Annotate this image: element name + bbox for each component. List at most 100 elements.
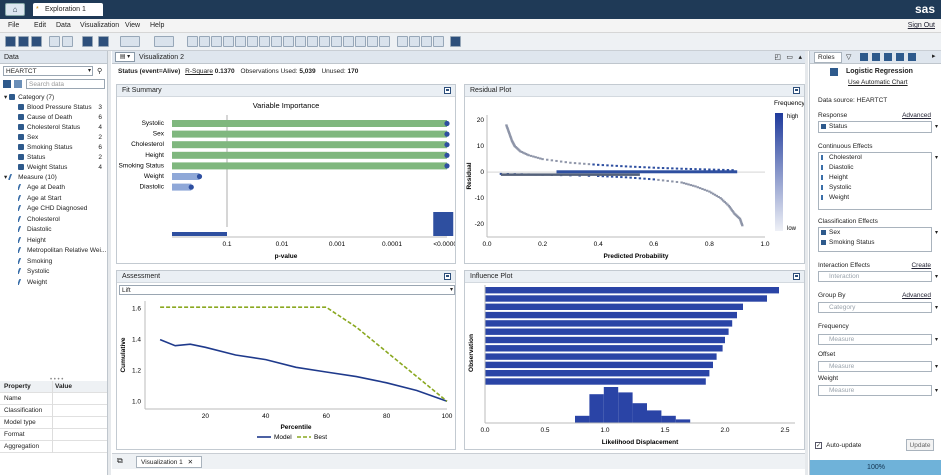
export-icon[interactable]	[154, 36, 174, 47]
classification-effects-box[interactable]: Sex Smoking Status	[818, 227, 932, 252]
classification-menu-icon[interactable]: ▾	[934, 230, 938, 236]
measure-item[interactable]: Cholesterol	[18, 215, 106, 225]
ranks-tab-icon[interactable]	[872, 53, 880, 61]
interaction-box[interactable]: Interaction	[818, 271, 932, 282]
group-by-menu-icon[interactable]: ▾	[934, 305, 938, 311]
update-button[interactable]: Update	[906, 439, 934, 451]
menu-data[interactable]: Data	[56, 22, 71, 29]
interaction-menu-icon[interactable]: ▾	[934, 274, 938, 280]
collapse-icon[interactable]: ▴	[798, 54, 802, 61]
undo-icon[interactable]	[49, 36, 60, 47]
sign-out-link[interactable]: Sign Out	[907, 22, 935, 29]
response-advanced-link[interactable]: Advanced	[902, 112, 931, 119]
classification-effect-item[interactable]: Smoking Status	[819, 238, 931, 248]
continuous-effect-item[interactable]: Height	[819, 173, 931, 183]
refresh-icon[interactable]	[14, 80, 22, 88]
decision-tree-icon[interactable]	[355, 36, 366, 47]
continuous-effect-item[interactable]: Cholesterol	[819, 153, 931, 163]
geo-map-icon[interactable]	[331, 36, 342, 47]
glm-icon[interactable]	[379, 36, 390, 47]
close-icon[interactable]: ✕	[187, 459, 194, 466]
measure-item[interactable]: Metropolitan Relative Wei...	[18, 246, 106, 256]
redo-icon[interactable]	[62, 36, 73, 47]
home-icon[interactable]: ⌂	[5, 3, 25, 16]
frequency-menu-icon[interactable]: ▾	[934, 337, 938, 343]
menu-help[interactable]: Help	[150, 22, 165, 29]
settings-icon[interactable]	[450, 36, 461, 47]
maximize-fit-summary-icon[interactable]	[444, 87, 451, 94]
measure-item[interactable]: Systolic	[18, 267, 106, 277]
maximize-icon[interactable]: ▭	[786, 54, 793, 61]
bar-chart-icon[interactable]	[211, 36, 222, 47]
word-cloud-icon[interactable]	[421, 36, 432, 47]
maximize-assessment-icon[interactable]	[444, 273, 451, 280]
collapse-right-icon[interactable]: ▸	[932, 53, 936, 60]
restore-icon[interactable]: ◰	[774, 54, 781, 61]
weight-box[interactable]: Measure	[818, 385, 932, 396]
open-icon[interactable]	[18, 36, 29, 47]
left-splitter[interactable]	[108, 51, 111, 475]
heat-map-icon[interactable]	[319, 36, 330, 47]
treemap-icon[interactable]	[343, 36, 354, 47]
measure-item[interactable]: Weight	[18, 278, 106, 288]
response-menu-icon[interactable]: ▾	[934, 124, 938, 130]
group-by-box[interactable]: Category	[818, 302, 932, 313]
filters-tab-icon[interactable]	[884, 53, 892, 61]
visualization-menu-icon[interactable]: ▤ ▾	[115, 52, 135, 62]
tabs-menu-icon[interactable]: ⧉	[117, 456, 123, 465]
scatter-icon[interactable]	[235, 36, 246, 47]
box-plot-icon[interactable]	[307, 36, 318, 47]
assessment-type-select[interactable]: Lift ▾	[119, 285, 455, 295]
frequency-box[interactable]: Measure	[818, 334, 932, 345]
category-item[interactable]: Sex 2	[18, 133, 106, 143]
data-source-select[interactable]: HEARTCT ▾	[3, 66, 93, 76]
continuous-effects-box[interactable]: Cholesterol Diastolic Height Systolic Weight	[818, 152, 932, 210]
category-item[interactable]: Smoking Status 6	[18, 143, 106, 153]
properties-tab-icon[interactable]: ▽	[846, 54, 852, 61]
crosstab-icon[interactable]	[199, 36, 210, 47]
measure-item[interactable]: Age at Start	[18, 194, 106, 204]
menu-file[interactable]: File	[8, 22, 20, 29]
custom-graph-icon[interactable]	[433, 36, 444, 47]
use-automatic-chart-link[interactable]: Use Automatic Chart	[848, 79, 908, 86]
group-by-advanced-link[interactable]: Advanced	[902, 292, 931, 299]
offset-box[interactable]: Measure	[818, 361, 932, 372]
menu-edit[interactable]: Edit	[34, 22, 47, 29]
category-item[interactable]: Cause of Death 6	[18, 113, 106, 123]
correlation-icon[interactable]	[283, 36, 294, 47]
continuous-effect-item[interactable]: Diastolic	[819, 163, 931, 173]
filter-icon[interactable]	[98, 36, 109, 47]
display-rules-tab-icon[interactable]	[908, 53, 916, 61]
regression-icon[interactable]	[367, 36, 378, 47]
tab-visualization-1[interactable]: Visualization 1 ✕	[136, 456, 202, 468]
continuous-effect-item[interactable]: Systolic	[819, 183, 931, 193]
forecast-icon[interactable]	[271, 36, 282, 47]
create-interaction-link[interactable]: Create	[911, 262, 931, 269]
data-menu-icon[interactable]: ⚲	[97, 68, 103, 75]
styles-tab-icon[interactable]	[860, 53, 868, 61]
maximize-influence-icon[interactable]	[793, 273, 800, 280]
category-item[interactable]: Weight Status 4	[18, 163, 106, 173]
auto-chart-icon[interactable]	[120, 36, 140, 47]
measure-item[interactable]: Smoking	[18, 257, 106, 267]
menu-view[interactable]: View	[125, 22, 141, 29]
comparison-icon[interactable]	[397, 36, 408, 47]
menu-visualization[interactable]: Visualization	[80, 22, 120, 29]
layout-icon[interactable]	[82, 36, 93, 47]
tab-roles[interactable]: Roles	[814, 52, 842, 63]
response-item[interactable]: Status	[819, 122, 931, 132]
histogram-icon[interactable]	[295, 36, 306, 47]
category-group[interactable]: ▾ Category (7)	[4, 94, 55, 101]
continuous-effect-item[interactable]: Weight	[819, 193, 931, 203]
measure-item[interactable]: Age at Death	[18, 183, 106, 193]
classification-effect-item[interactable]: Sex	[819, 228, 931, 238]
category-item[interactable]: Blood Pressure Status 3	[18, 103, 106, 113]
new-data-item-icon[interactable]	[3, 80, 11, 88]
network-icon[interactable]	[259, 36, 270, 47]
comments-tab-icon[interactable]	[896, 53, 904, 61]
measure-item[interactable]: Age CHD Diagnosed	[18, 204, 106, 214]
measure-item[interactable]: Height	[18, 236, 106, 246]
new-icon[interactable]	[5, 36, 16, 47]
exploration-tab[interactable]: * Exploration 1	[33, 3, 103, 16]
response-box[interactable]: Status	[818, 121, 932, 133]
